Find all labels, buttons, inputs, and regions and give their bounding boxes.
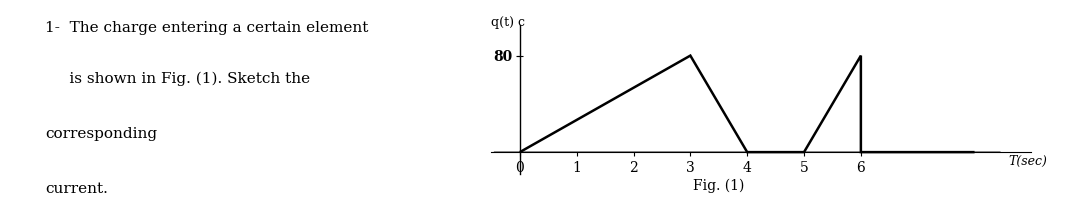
Text: T(sec): T(sec) [1009,155,1048,167]
Text: q(t) c: q(t) c [491,16,525,29]
Text: is shown in Fig. (1). Sketch the: is shown in Fig. (1). Sketch the [45,72,310,86]
Text: 1-  The charge entering a certain element: 1- The charge entering a certain element [45,21,368,35]
Text: corresponding: corresponding [45,127,158,141]
Text: current.: current. [45,182,108,196]
Text: Fig. (1): Fig. (1) [693,179,744,193]
